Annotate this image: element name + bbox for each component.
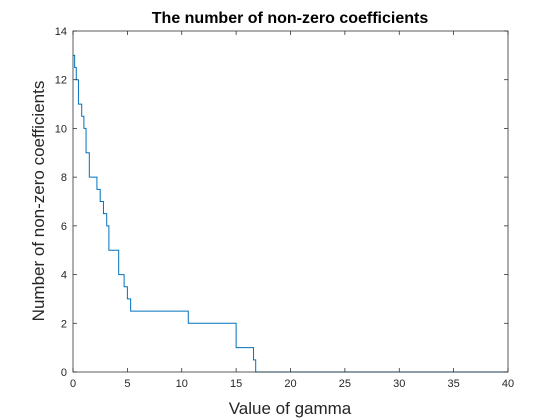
plot-area <box>73 31 508 372</box>
series-layer <box>73 54 508 373</box>
tick-layer: 0 5 10 15 20 25 30 35 40 0 2 4 6 8 10 12 14 <box>55 26 514 390</box>
x-tick-label: 40 <box>502 378 514 390</box>
chart-title: The number of non-zero coefficients <box>152 10 429 27</box>
x-tick-label: 5 <box>124 378 130 390</box>
x-tick-label: 10 <box>176 378 188 390</box>
y-tick-label: 8 <box>61 172 67 184</box>
x-axis-label: Value of gamma <box>229 399 352 418</box>
series-line-0 <box>73 54 508 373</box>
y-tick-label: 10 <box>55 123 67 135</box>
y-tick-label: 6 <box>61 221 67 233</box>
x-tick-label: 0 <box>70 378 76 390</box>
y-tick-label: 4 <box>61 270 67 282</box>
y-tick-label: 0 <box>61 367 67 379</box>
x-tick-label: 30 <box>393 378 405 390</box>
y-tick-label: 14 <box>55 26 67 38</box>
x-tick-label: 15 <box>230 378 242 390</box>
y-tick-label: 2 <box>61 318 67 330</box>
x-tick-label: 20 <box>284 378 296 390</box>
y-axis-label: Number of non-zero coefficients <box>29 81 48 322</box>
x-tick-label: 35 <box>448 378 460 390</box>
y-tick-label: 12 <box>55 75 67 87</box>
x-tick-label: 25 <box>339 378 351 390</box>
